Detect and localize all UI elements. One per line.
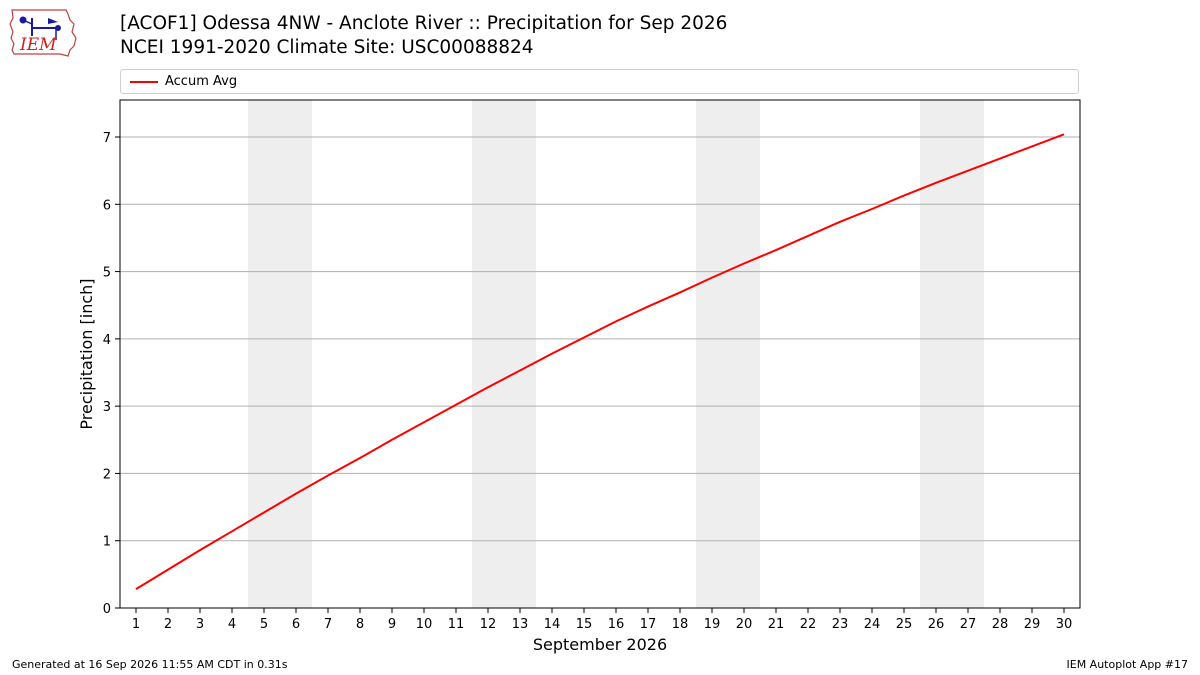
y-tick-label: 2 (103, 467, 111, 482)
x-tick-label: 22 (800, 617, 817, 632)
x-tick-label: 6 (292, 617, 300, 632)
legend-swatch-accum-avg (130, 81, 158, 83)
x-tick-label: 4 (228, 617, 236, 632)
x-tick-label: 17 (640, 617, 657, 632)
generated-timestamp: Generated at 16 Sep 2026 11:55 AM CDT in… (12, 658, 288, 671)
weekend-band (472, 100, 536, 608)
x-axis-label: September 2026 (533, 635, 667, 654)
y-tick-label: 0 (103, 602, 111, 617)
chart-legend: Accum Avg (120, 69, 1079, 94)
x-tick-label: 30 (1056, 617, 1073, 632)
weekend-band (248, 100, 312, 608)
y-tick-label: 3 (103, 400, 111, 415)
y-tick-label: 4 (103, 333, 111, 348)
chart-title: [ACOF1] Odessa 4NW - Anclote River :: Pr… (120, 13, 728, 34)
x-tick-label: 16 (608, 617, 625, 632)
plot-frame (119, 99, 1081, 609)
x-tick-label: 12 (480, 617, 497, 632)
legend-label-accum-avg: Accum Avg (165, 74, 238, 89)
chart-subtitle: NCEI 1991-2020 Climate Site: USC00088824 (120, 37, 534, 58)
x-tick-label: 1 (132, 617, 140, 632)
iem-logo-text: IEM (19, 35, 57, 55)
x-tick-label: 15 (576, 617, 593, 632)
x-tick-label: 5 (260, 617, 268, 632)
y-tick-label: 6 (103, 198, 111, 213)
x-tick-label: 27 (960, 617, 977, 632)
y-tick-label: 1 (103, 535, 111, 550)
series-layer (135, 133, 1065, 591)
x-axis: 1 2 3 4 5 6 7 8 9 10 11 12 13 14 15 16 17 18 19 20 21 22 23 24 2… (132, 608, 1072, 632)
x-tick-label: 24 (864, 617, 881, 632)
weekend-bands (248, 100, 984, 608)
y-tick-label: 7 (103, 131, 111, 146)
gridlines (120, 136, 1080, 542)
app-id-label: IEM Autoplot App #17 (1066, 658, 1189, 671)
x-tick-label: 11 (448, 617, 465, 632)
weekend-band (696, 100, 760, 608)
x-tick-label: 13 (512, 617, 529, 632)
iem-logo: IEM (8, 6, 80, 58)
x-tick-label: 21 (768, 617, 785, 632)
series-line-accum-avg (135, 133, 1065, 591)
x-tick-label: 26 (928, 617, 945, 632)
x-tick-label: 3 (196, 617, 204, 632)
x-tick-label: 20 (736, 617, 753, 632)
x-tick-label: 19 (704, 617, 721, 632)
y-axis-label: Precipitation [inch] (77, 278, 96, 429)
x-tick-label: 28 (992, 617, 1009, 632)
x-tick-label: 8 (356, 617, 364, 632)
x-tick-label: 29 (1024, 617, 1041, 632)
x-tick-label: 9 (388, 617, 396, 632)
iem-logo-graphic: IEM (9, 9, 77, 57)
y-tick-label: 5 (103, 266, 111, 281)
x-tick-label: 14 (544, 617, 561, 632)
x-tick-label: 10 (416, 617, 433, 632)
x-tick-label: 7 (324, 617, 332, 632)
x-tick-label: 23 (832, 617, 849, 632)
y-axis: 0 1 2 3 4 5 6 7 (103, 131, 120, 617)
x-tick-label: 2 (164, 617, 172, 632)
x-tick-label: 18 (672, 617, 689, 632)
x-tick-label: 25 (896, 617, 913, 632)
